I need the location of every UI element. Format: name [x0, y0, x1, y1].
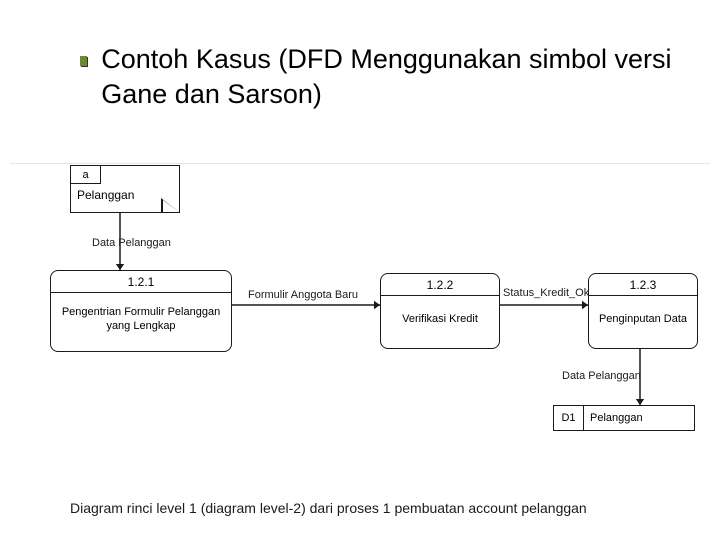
flow-label: Data Pelanggan [562, 370, 641, 382]
bullet-icon [80, 56, 87, 66]
title-row: Contoh Kasus (DFD Menggunakan simbol ver… [80, 42, 680, 112]
flow-label: Status_Kredit_Ok [503, 287, 589, 299]
flow-label: Data Pelanggan [92, 237, 171, 249]
caption: Diagram rinci level 1 (diagram level-2) … [70, 500, 587, 516]
dfd-diagram: a Pelanggan 1.2.1 Pengentrian Formulir P… [0, 165, 720, 470]
page-title: Contoh Kasus (DFD Menggunakan simbol ver… [101, 42, 680, 112]
arrows [0, 165, 720, 470]
faint-line [10, 163, 710, 164]
slide: Contoh Kasus (DFD Menggunakan simbol ver… [0, 0, 720, 540]
flow-label: Formulir Anggota Baru [248, 289, 358, 301]
